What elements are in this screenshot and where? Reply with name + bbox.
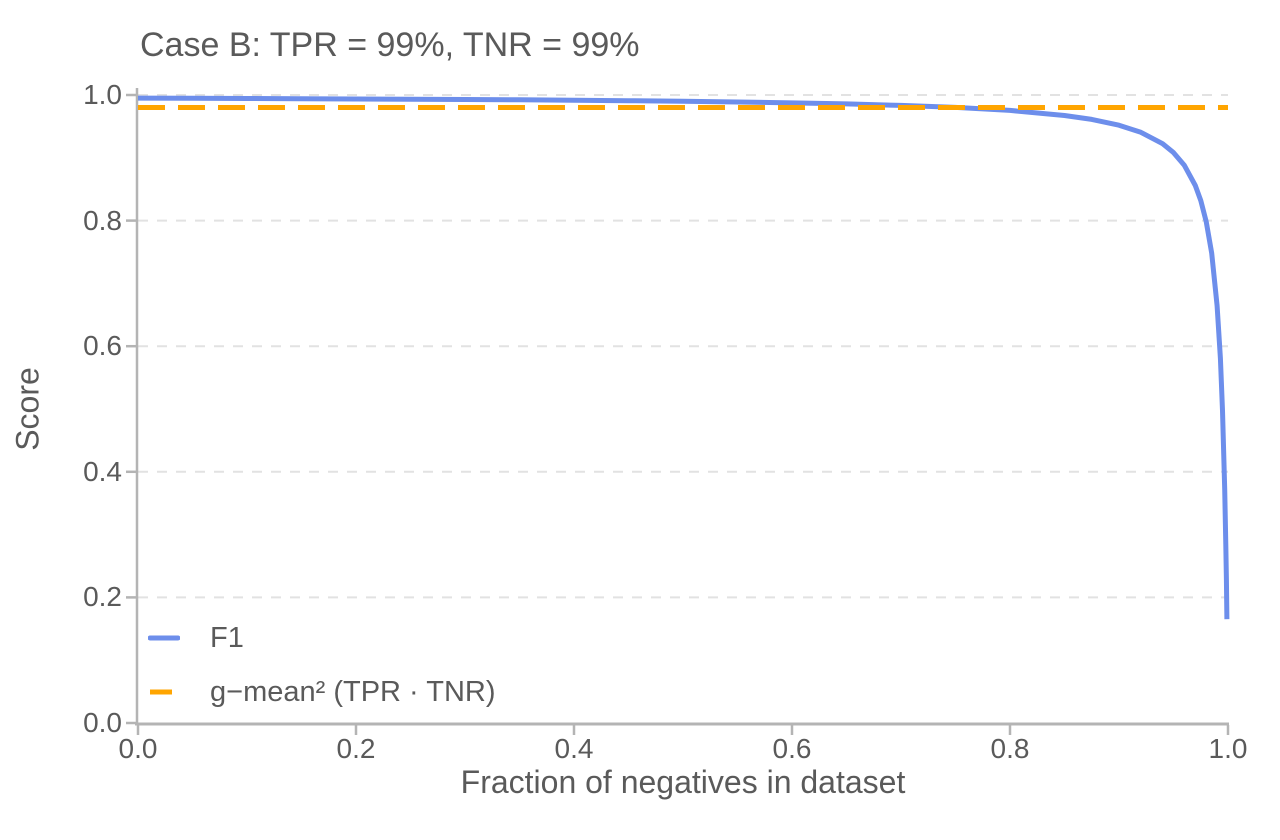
x-tick-label: 0.8 (990, 733, 1030, 764)
x-tick-label: 0.0 (118, 733, 158, 764)
x-tick-label: 0.4 (554, 733, 594, 764)
f1-line-swatch-icon (148, 635, 180, 641)
x-axis-label: Fraction of negatives in dataset (460, 764, 906, 800)
legend-item-gmean: g−mean² (TPR · TNR) (148, 665, 495, 719)
y-tick-label: 0.6 (83, 330, 122, 362)
f1-curve (137, 95, 1230, 620)
legend: F1 g−mean² (TPR · TNR) (148, 611, 495, 719)
y-tick-label: 0.2 (83, 581, 122, 613)
legend-label-gmean: g−mean² (TPR · TNR) (210, 675, 496, 708)
y-tick-label: 0.4 (83, 455, 122, 487)
legend-item-f1: F1 (148, 611, 495, 665)
y-axis-label: Score (9, 367, 46, 451)
x-tick-label: 0.6 (772, 733, 812, 764)
x-tick-label: 1.0 (1208, 733, 1248, 764)
y-tick-label: 0.8 (83, 204, 122, 236)
y-tick-label: 0.0 (83, 707, 122, 738)
chart-title: Case B: TPR = 99%, TNR = 99% (140, 26, 640, 64)
y-tick-label: 1.0 (83, 79, 122, 110)
x-tick-label: 0.2 (336, 733, 376, 764)
legend-label-f1: F1 (210, 621, 244, 654)
gmean-line-swatch-icon (150, 689, 172, 695)
